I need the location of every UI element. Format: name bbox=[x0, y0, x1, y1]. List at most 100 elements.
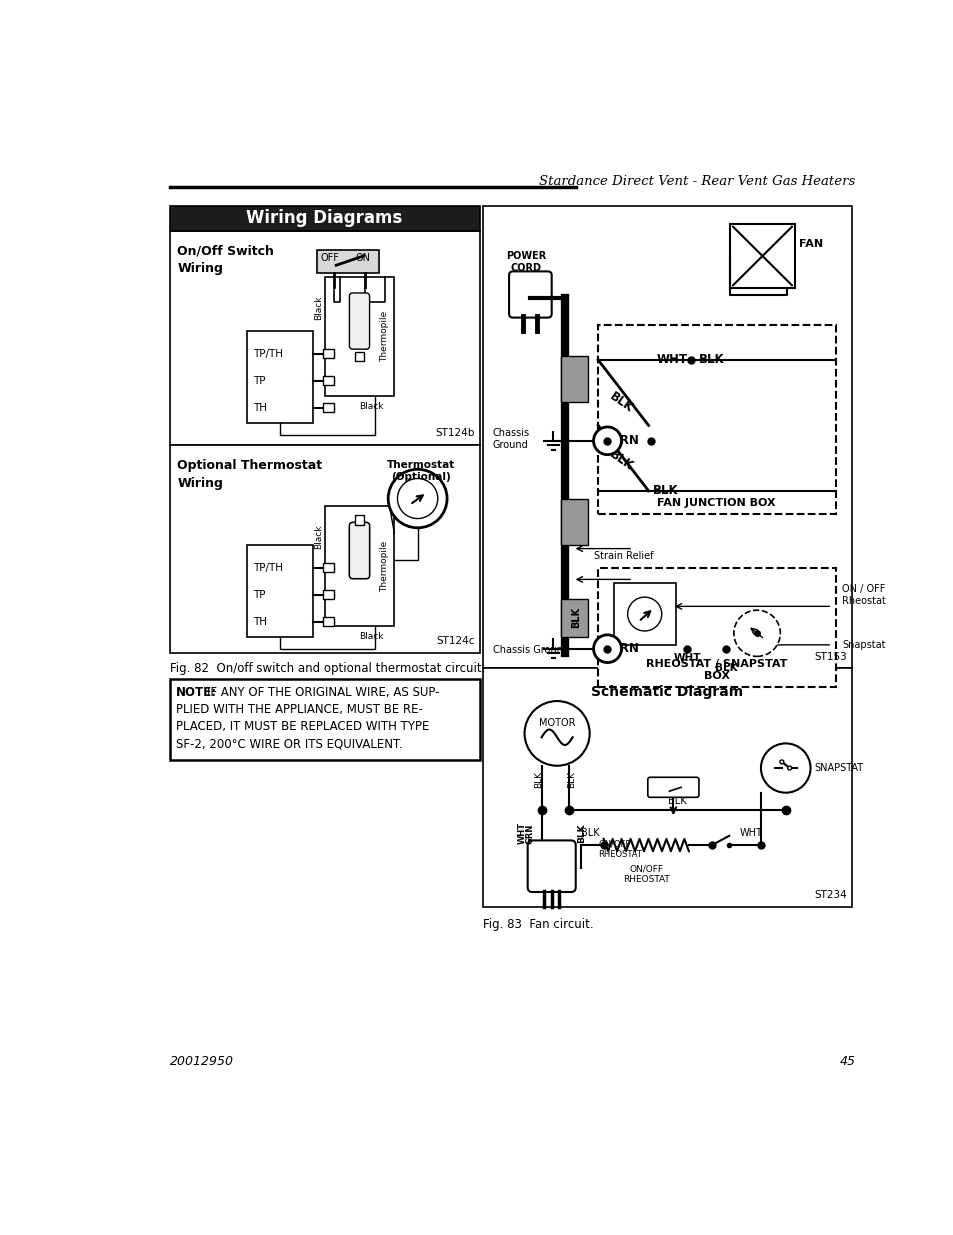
FancyBboxPatch shape bbox=[509, 272, 551, 317]
FancyBboxPatch shape bbox=[647, 777, 699, 798]
Text: On/Off Switch
Wiring: On/Off Switch Wiring bbox=[177, 245, 274, 275]
Text: 45: 45 bbox=[839, 1056, 855, 1068]
Text: SNAPSTAT: SNAPSTAT bbox=[814, 763, 862, 773]
Circle shape bbox=[627, 597, 661, 631]
Text: TH: TH bbox=[253, 616, 267, 626]
Bar bbox=[355, 352, 364, 362]
Text: Fig. 82  On/off switch and optional thermostat circuit.: Fig. 82 On/off switch and optional therm… bbox=[170, 662, 484, 674]
Bar bbox=[598, 568, 835, 687]
Text: Stardance Direct Vent - Rear Vent Gas Heaters: Stardance Direct Vent - Rear Vent Gas He… bbox=[538, 175, 855, 188]
FancyBboxPatch shape bbox=[349, 522, 369, 579]
Text: TP: TP bbox=[253, 590, 266, 600]
Text: Optional Thermostat
Wiring: Optional Thermostat Wiring bbox=[177, 458, 322, 489]
Bar bbox=[483, 668, 851, 906]
Bar bbox=[323, 590, 334, 599]
Text: ST124b: ST124b bbox=[436, 429, 475, 438]
Text: WHT: WHT bbox=[739, 829, 761, 839]
Text: WHT: WHT bbox=[656, 353, 686, 367]
Text: ST124c: ST124c bbox=[436, 636, 475, 646]
Bar bbox=[323, 618, 334, 626]
Text: Chassis Ground: Chassis Ground bbox=[493, 645, 568, 656]
Text: Snapstat: Snapstat bbox=[841, 640, 885, 650]
Bar bbox=[323, 563, 334, 573]
Text: ON/OFF
RHEOSTAT: ON/OFF RHEOSTAT bbox=[622, 864, 669, 884]
FancyBboxPatch shape bbox=[349, 293, 369, 350]
Text: Black: Black bbox=[358, 632, 383, 641]
Circle shape bbox=[733, 610, 780, 656]
Text: Wiring Diagrams: Wiring Diagrams bbox=[246, 209, 402, 227]
Text: BLK: BLK bbox=[667, 797, 686, 806]
Bar bbox=[324, 277, 394, 396]
Text: ON: ON bbox=[355, 253, 370, 263]
Text: FAN JUNCTION BOX: FAN JUNCTION BOX bbox=[657, 498, 776, 508]
Text: 20012950: 20012950 bbox=[170, 1056, 233, 1068]
Circle shape bbox=[780, 760, 783, 763]
Circle shape bbox=[397, 478, 437, 519]
Bar bbox=[170, 206, 479, 231]
Bar bbox=[613, 583, 675, 645]
Bar bbox=[247, 545, 313, 637]
Text: PLACED, IT MUST BE REPLACED WITH TYPE: PLACED, IT MUST BE REPLACED WITH TYPE bbox=[175, 720, 429, 734]
Bar bbox=[729, 224, 794, 288]
Text: BLK: BLK bbox=[571, 608, 581, 629]
Bar bbox=[170, 445, 479, 652]
Circle shape bbox=[760, 743, 810, 793]
Bar bbox=[316, 249, 378, 273]
Text: TP: TP bbox=[253, 375, 266, 385]
Text: MOTOR: MOTOR bbox=[538, 718, 575, 727]
Bar bbox=[323, 350, 334, 358]
Text: SF-2, 200°C WIRE OR ITS EQUIVALENT.: SF-2, 200°C WIRE OR ITS EQUIVALENT. bbox=[175, 737, 402, 750]
Bar bbox=[598, 325, 835, 514]
Bar bbox=[355, 515, 364, 525]
Text: WHT: WHT bbox=[517, 823, 526, 845]
Text: TP/TH: TP/TH bbox=[253, 348, 283, 359]
FancyBboxPatch shape bbox=[527, 841, 575, 892]
Bar bbox=[483, 206, 851, 668]
Text: BLK: BLK bbox=[607, 447, 635, 473]
Text: ON / OFF
Rheostat: ON / OFF Rheostat bbox=[841, 584, 885, 606]
Text: OFF: OFF bbox=[320, 253, 339, 263]
Bar bbox=[323, 377, 334, 385]
Text: Schematic Diagram: Schematic Diagram bbox=[591, 685, 742, 699]
Bar bbox=[560, 599, 587, 637]
Text: TH: TH bbox=[253, 403, 267, 412]
Text: Black: Black bbox=[314, 525, 322, 550]
Text: BLK: BLK bbox=[652, 484, 678, 498]
Text: Thermostat
(Optional): Thermostat (Optional) bbox=[387, 461, 456, 483]
Text: IF ANY OF THE ORIGINAL WIRE, AS SUP-: IF ANY OF THE ORIGINAL WIRE, AS SUP- bbox=[207, 687, 439, 699]
Circle shape bbox=[388, 469, 447, 527]
Text: ON/OFF
RHEOSTAT: ON/OFF RHEOSTAT bbox=[598, 840, 641, 858]
Text: BLK: BLK bbox=[699, 353, 724, 367]
Text: RHEOSTAT / SNAPSTAT
BOX: RHEOSTAT / SNAPSTAT BOX bbox=[645, 658, 786, 680]
Text: POWER
CORD: POWER CORD bbox=[505, 251, 546, 273]
Text: BLK: BLK bbox=[580, 829, 599, 839]
Bar bbox=[170, 231, 479, 445]
Text: NOTE:: NOTE: bbox=[175, 687, 216, 699]
Text: FAN: FAN bbox=[798, 240, 822, 249]
Text: Thermopile: Thermopile bbox=[380, 540, 389, 592]
FancyBboxPatch shape bbox=[349, 522, 369, 579]
Text: Strain Relief: Strain Relief bbox=[594, 551, 653, 561]
Circle shape bbox=[593, 635, 620, 662]
Text: Chassis
Ground: Chassis Ground bbox=[493, 429, 529, 451]
Text: BLK: BLK bbox=[714, 663, 737, 673]
Text: PLIED WITH THE APPLIANCE, MUST BE RE-: PLIED WITH THE APPLIANCE, MUST BE RE- bbox=[175, 704, 422, 716]
Text: ST153: ST153 bbox=[813, 652, 846, 662]
Circle shape bbox=[787, 766, 791, 769]
Text: GRN: GRN bbox=[610, 642, 639, 656]
Bar bbox=[560, 499, 587, 545]
Bar bbox=[560, 356, 587, 403]
Text: Black: Black bbox=[314, 295, 322, 320]
Text: ST234: ST234 bbox=[813, 890, 846, 900]
Circle shape bbox=[593, 427, 620, 454]
Text: BLK: BLK bbox=[576, 824, 585, 844]
Bar bbox=[170, 679, 479, 760]
Bar bbox=[247, 331, 313, 424]
Circle shape bbox=[524, 701, 589, 766]
Text: GRN: GRN bbox=[610, 435, 639, 447]
Text: Thermopile: Thermopile bbox=[380, 311, 389, 362]
Text: BLK: BLK bbox=[567, 771, 576, 788]
Text: TP/TH: TP/TH bbox=[253, 563, 283, 573]
Text: Fig. 83  Fan circuit.: Fig. 83 Fan circuit. bbox=[483, 918, 594, 931]
Bar bbox=[324, 506, 394, 626]
